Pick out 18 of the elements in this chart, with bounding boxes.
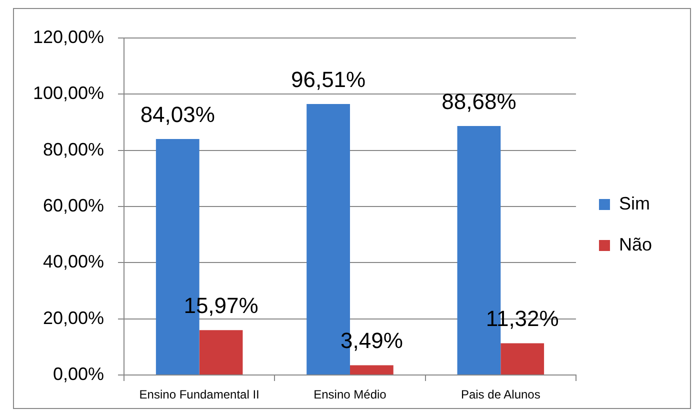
data-label: 88,68% <box>442 88 516 114</box>
x-tick-label: Ensino Fundamental II <box>139 388 260 402</box>
y-tick-label: 120,00% <box>32 26 104 47</box>
bar <box>199 330 243 374</box>
x-tick-label: Ensino Médio <box>314 388 387 402</box>
y-tick-label: 80,00% <box>42 139 104 160</box>
legend-label: Sim <box>618 193 650 214</box>
x-tick-label: Pais de Alunos <box>460 388 540 402</box>
bar <box>500 343 544 374</box>
y-tick-label: 40,00% <box>42 252 104 272</box>
y-tick-label: 100,00% <box>32 83 104 104</box>
y-tick-label: 60,00% <box>42 195 104 216</box>
legend-label: Não <box>618 234 652 254</box>
y-tick-label: 20,00% <box>42 308 104 328</box>
data-label: 84,03% <box>140 102 215 128</box>
data-label: 96,51% <box>290 66 366 92</box>
bar <box>350 365 394 374</box>
y-tick-label: 0,00% <box>52 364 104 384</box>
